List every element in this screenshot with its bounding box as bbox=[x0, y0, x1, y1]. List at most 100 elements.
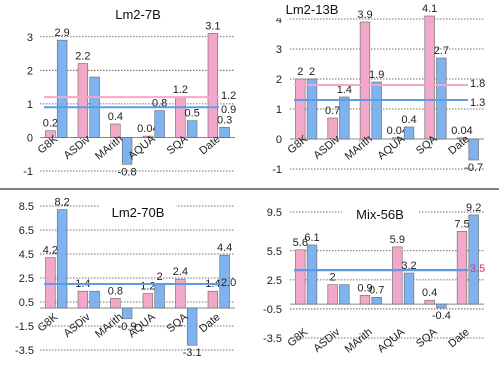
bar-marith-series-2 bbox=[121, 137, 133, 165]
data-label: 0.8 bbox=[108, 285, 123, 297]
average-line-label: 1.8 bbox=[470, 78, 485, 90]
data-label: 2.7 bbox=[434, 45, 449, 57]
average-line-label: 3.5 bbox=[470, 263, 485, 275]
average-line-label: 1.2 bbox=[221, 90, 236, 102]
y-tick-label: -3.5 bbox=[263, 333, 282, 345]
data-label: 0.04 bbox=[387, 125, 408, 137]
y-tick-label: 9.5 bbox=[267, 207, 282, 219]
data-label: -0.8 bbox=[118, 166, 137, 178]
bar-sqa-series-2 bbox=[436, 57, 447, 140]
category-label-asdiv: ASDiv bbox=[311, 326, 343, 355]
data-label: 4.4 bbox=[217, 242, 232, 254]
data-label: 0.4 bbox=[422, 287, 437, 299]
y-tick-label: 2.5 bbox=[19, 273, 34, 285]
bar-date-series-1 bbox=[207, 33, 219, 138]
y-tick-label: 0.5 bbox=[19, 297, 34, 309]
title-backdrop bbox=[342, 206, 418, 223]
bar-date-series-2 bbox=[219, 127, 230, 138]
category-label-g8k: G8K bbox=[36, 133, 61, 157]
bar-sqa-series-2 bbox=[186, 120, 198, 138]
data-label: 0.4 bbox=[401, 114, 416, 126]
bar-marith-series-2 bbox=[121, 307, 133, 320]
bar-aqua-series-1 bbox=[392, 137, 403, 140]
bar-marith-series-1 bbox=[110, 123, 121, 138]
y-tick-label: 8.5 bbox=[19, 201, 34, 213]
bar-asdiv-series-1 bbox=[77, 63, 89, 138]
bar-aqua-series-1 bbox=[142, 293, 154, 309]
bar-g8k-series-2 bbox=[306, 244, 318, 305]
data-label: 0.9 bbox=[357, 282, 372, 294]
y-tick-label: 4 bbox=[276, 14, 282, 26]
bar-date-series-2 bbox=[219, 254, 230, 309]
y-tick-label: -1.5 bbox=[15, 321, 34, 333]
chart-title: Lm2-70B bbox=[112, 205, 165, 220]
data-label: 2 bbox=[309, 66, 315, 78]
bar-aqua-series-2 bbox=[403, 126, 415, 140]
data-label: 1.9 bbox=[369, 69, 384, 81]
data-label: 5.6 bbox=[293, 237, 308, 249]
y-tick-label: 0 bbox=[276, 134, 282, 146]
y-tick-label: -1 bbox=[23, 166, 33, 178]
data-label: 3.2 bbox=[401, 260, 416, 272]
category-label-sqa: SQA bbox=[165, 311, 191, 336]
category-label-sqa: SQA bbox=[414, 133, 440, 158]
chart-title: Lm2-13B bbox=[286, 2, 339, 17]
category-label-sqa: SQA bbox=[414, 326, 440, 351]
bar-asdiv-series-2 bbox=[339, 96, 350, 140]
y-tick-label: 0 bbox=[27, 132, 33, 144]
category-label-date: Date bbox=[197, 311, 223, 335]
bar-date-series-1 bbox=[456, 231, 468, 305]
data-label: 0.5 bbox=[184, 108, 199, 120]
data-label: 4.2 bbox=[43, 245, 58, 257]
category-label-sqa: SQA bbox=[165, 133, 191, 158]
panel-lm2-13b: -1 0 1 2 3 4 2 0.7 3.9 0.04 4.1 0.04 2 1.4 1.9 0.4 2.7 -0… bbox=[272, 1, 485, 176]
data-label: 2.4 bbox=[173, 266, 188, 278]
data-label: 2.2 bbox=[75, 51, 90, 63]
title-backdrop bbox=[100, 6, 176, 23]
bar-asdiv-series-1 bbox=[77, 290, 89, 309]
data-label: 0.4 bbox=[108, 111, 123, 123]
bar-aqua-series-2 bbox=[403, 272, 415, 305]
average-line-label: 0.9 bbox=[221, 104, 236, 116]
panel-mix-56b: -3.5 -0.5 2.5 5.5 9.5 5.6 2 0.9 5.9 0.4 7.5 6.1 0.7 3… bbox=[263, 202, 485, 356]
y-tick-label: 5.5 bbox=[267, 246, 282, 258]
data-label: 0.04 bbox=[451, 125, 472, 137]
bar-sqa-series-2 bbox=[436, 303, 447, 309]
data-label: -0.7 bbox=[464, 162, 483, 174]
bar-g8k-series-1 bbox=[45, 257, 56, 309]
y-tick-label: 1 bbox=[276, 104, 282, 116]
data-label: 1.4 bbox=[337, 84, 352, 96]
data-label: 8.2 bbox=[54, 197, 69, 209]
y-tick-label: 2 bbox=[276, 74, 282, 86]
category-label-date: Date bbox=[197, 133, 223, 157]
data-label: 0.2 bbox=[43, 118, 58, 130]
data-label: 2 bbox=[297, 66, 303, 78]
data-label: 2 bbox=[330, 272, 336, 284]
bar-aqua-series-2 bbox=[154, 283, 165, 309]
chart-title: Lm2-7B bbox=[115, 7, 161, 22]
bar-g8k-series-1 bbox=[295, 249, 306, 305]
data-label: -0.4 bbox=[432, 310, 451, 322]
bar-marith-series-2 bbox=[371, 81, 382, 140]
data-label: 6.1 bbox=[304, 232, 319, 244]
bar-date-series-1 bbox=[456, 137, 468, 140]
data-label: 1.2 bbox=[140, 281, 155, 293]
data-label: 0.7 bbox=[325, 105, 340, 117]
bar-marith-series-1 bbox=[110, 298, 121, 309]
y-tick-label: -0.5 bbox=[263, 304, 282, 316]
y-tick-label: 2 bbox=[27, 65, 33, 77]
bar-asdiv-series-1 bbox=[327, 284, 338, 305]
bar-aqua-series-2 bbox=[154, 110, 165, 138]
bar-asdiv-series-2 bbox=[339, 284, 350, 305]
data-label: 0.7 bbox=[369, 284, 384, 296]
y-tick-label: 6.5 bbox=[19, 225, 34, 237]
data-label: 5.9 bbox=[390, 234, 405, 246]
category-label-aqua: AQUA bbox=[375, 326, 407, 356]
bar-date-series-2 bbox=[468, 214, 479, 305]
bar-g8k-series-1 bbox=[45, 130, 56, 138]
data-label: 0.3 bbox=[217, 114, 232, 126]
category-label-g8k: G8K bbox=[36, 311, 61, 335]
bar-sqa-series-1 bbox=[424, 299, 435, 305]
